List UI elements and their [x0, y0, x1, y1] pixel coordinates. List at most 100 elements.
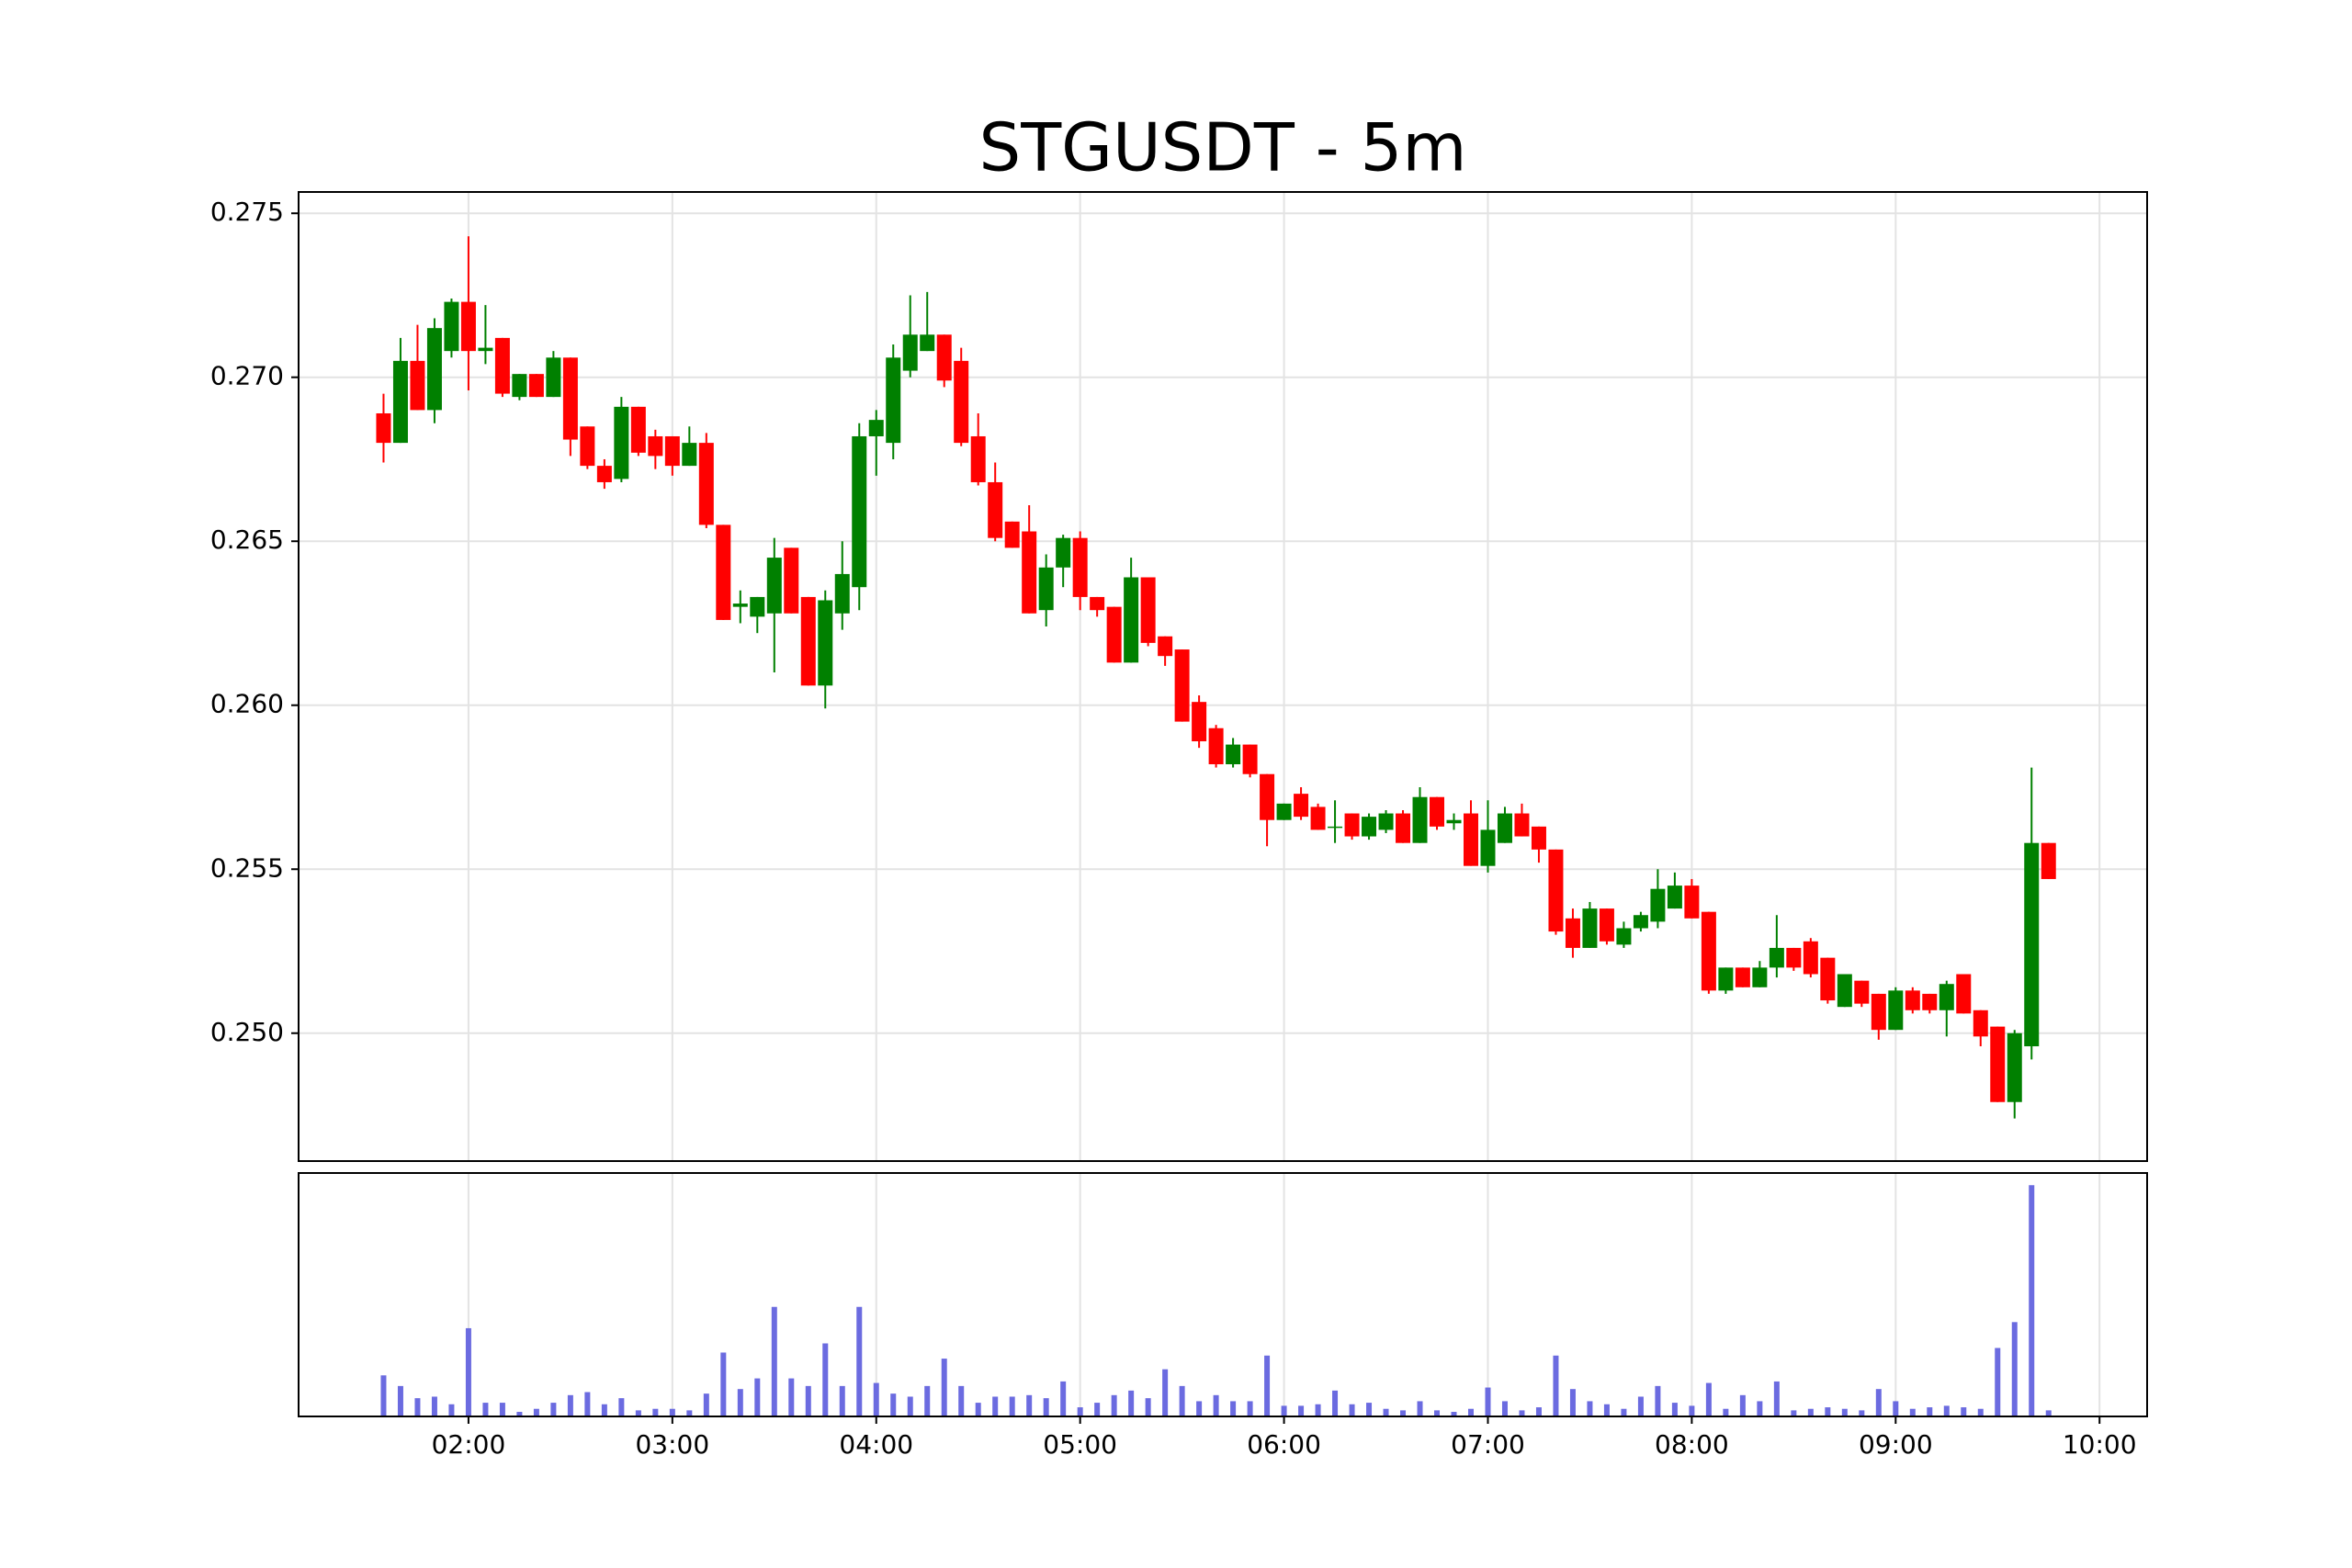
candle-body — [1056, 537, 1071, 568]
volume-bar — [1587, 1401, 1593, 1416]
candle-body — [682, 443, 697, 467]
volume-bar — [1145, 1398, 1151, 1416]
candle-body — [1328, 826, 1343, 829]
volume-bar — [720, 1352, 727, 1416]
volume-bar — [1995, 1348, 2001, 1416]
candle-body — [1871, 993, 1886, 1031]
candle-body — [664, 435, 680, 467]
candle-body — [1106, 606, 1122, 663]
candle-body — [376, 412, 391, 444]
volume-bar — [1417, 1401, 1423, 1416]
candle-body — [1396, 813, 1411, 843]
candle-body — [868, 420, 884, 436]
candle-body — [1344, 813, 1360, 837]
y-tick-label: 0.265 — [210, 525, 284, 555]
volume-bar — [822, 1343, 829, 1416]
volume-bar — [1807, 1408, 1814, 1416]
volume-bar — [1332, 1390, 1339, 1416]
candle-body — [1158, 636, 1173, 657]
candle-body — [936, 334, 952, 381]
volume-bar — [1927, 1407, 1933, 1416]
candle-body — [1752, 967, 1768, 987]
candle-body — [1599, 908, 1614, 942]
candle-body — [1072, 537, 1088, 597]
volume-bar — [1689, 1405, 1695, 1416]
volume-bar — [992, 1396, 999, 1416]
volume-bar — [1773, 1381, 1780, 1416]
volume-bar — [805, 1385, 811, 1416]
candle-body — [1565, 918, 1580, 948]
candle-body — [1260, 773, 1275, 820]
candle-body — [886, 357, 901, 444]
candle-body — [1208, 728, 1224, 765]
x-tick-label: 09:00 — [1859, 1429, 1933, 1460]
candle-body — [1786, 947, 1802, 968]
volume-bar — [1162, 1369, 1169, 1416]
candle-body — [1667, 886, 1682, 909]
x-tick-label: 05:00 — [1043, 1429, 1117, 1460]
volume-bar — [754, 1378, 761, 1416]
volume-bar — [1298, 1405, 1305, 1416]
volume-bar — [1247, 1401, 1253, 1416]
volume-bar — [2029, 1185, 2035, 1416]
volume-bar — [1315, 1404, 1321, 1416]
candle-body — [732, 604, 748, 607]
candle-body — [1990, 1026, 2006, 1102]
volume-panel-frame — [298, 1172, 2148, 1417]
volume-bar — [1637, 1396, 1644, 1416]
volume-bar — [1128, 1390, 1135, 1416]
volume-bar — [1553, 1355, 1559, 1416]
candle-body — [1242, 744, 1258, 774]
volume-bar — [1757, 1401, 1763, 1416]
volume-bar — [1909, 1408, 1916, 1416]
volume-bar — [1705, 1382, 1712, 1416]
candle-body — [614, 406, 629, 479]
volume-bar — [1026, 1394, 1033, 1416]
volume-bar — [482, 1403, 489, 1416]
y-tick-label: 0.250 — [210, 1017, 284, 1047]
candle-body — [818, 600, 833, 686]
volume-bar — [975, 1403, 981, 1416]
y-tick-label: 0.275 — [210, 197, 284, 227]
candle-body — [528, 374, 544, 398]
candle-body — [902, 334, 918, 371]
volume-bar — [1400, 1410, 1407, 1416]
x-tick-label: 07:00 — [1451, 1429, 1525, 1460]
candle-body — [444, 301, 459, 352]
candle-body — [750, 596, 765, 617]
candle-body — [1124, 577, 1139, 663]
candle-body — [580, 426, 595, 467]
candle-body — [410, 360, 425, 411]
volume-bar — [533, 1408, 539, 1416]
volume-bar — [1961, 1407, 1967, 1416]
volume-bar — [1501, 1401, 1508, 1416]
volume-bar — [1467, 1408, 1474, 1416]
volume-bar — [550, 1403, 557, 1416]
volume-bar — [737, 1389, 743, 1416]
volume-bar — [1060, 1381, 1067, 1416]
candle-body — [1769, 947, 1784, 968]
candle-body — [1582, 908, 1598, 948]
volume-bar — [1621, 1408, 1627, 1416]
x-tick-label: 10:00 — [2063, 1429, 2137, 1460]
volume-bar — [1179, 1385, 1185, 1416]
volume-bar — [1569, 1389, 1576, 1416]
volume-bar — [431, 1396, 437, 1416]
candle-body — [1616, 928, 1632, 945]
candle-body — [1837, 974, 1852, 1008]
candle-body — [1531, 826, 1546, 850]
candle-body — [648, 435, 663, 457]
candle-body — [1548, 849, 1564, 932]
candle-body — [716, 525, 731, 620]
candle-body — [2041, 842, 2056, 879]
volume-bar — [1655, 1385, 1661, 1416]
volume-bar — [1264, 1355, 1271, 1416]
volume-bar — [1671, 1403, 1678, 1416]
volume-bar — [1893, 1401, 1899, 1416]
candle-body — [1038, 567, 1054, 611]
volume-bar — [1535, 1407, 1542, 1416]
volume-bar — [669, 1408, 675, 1416]
candle-body — [1973, 1010, 1988, 1037]
